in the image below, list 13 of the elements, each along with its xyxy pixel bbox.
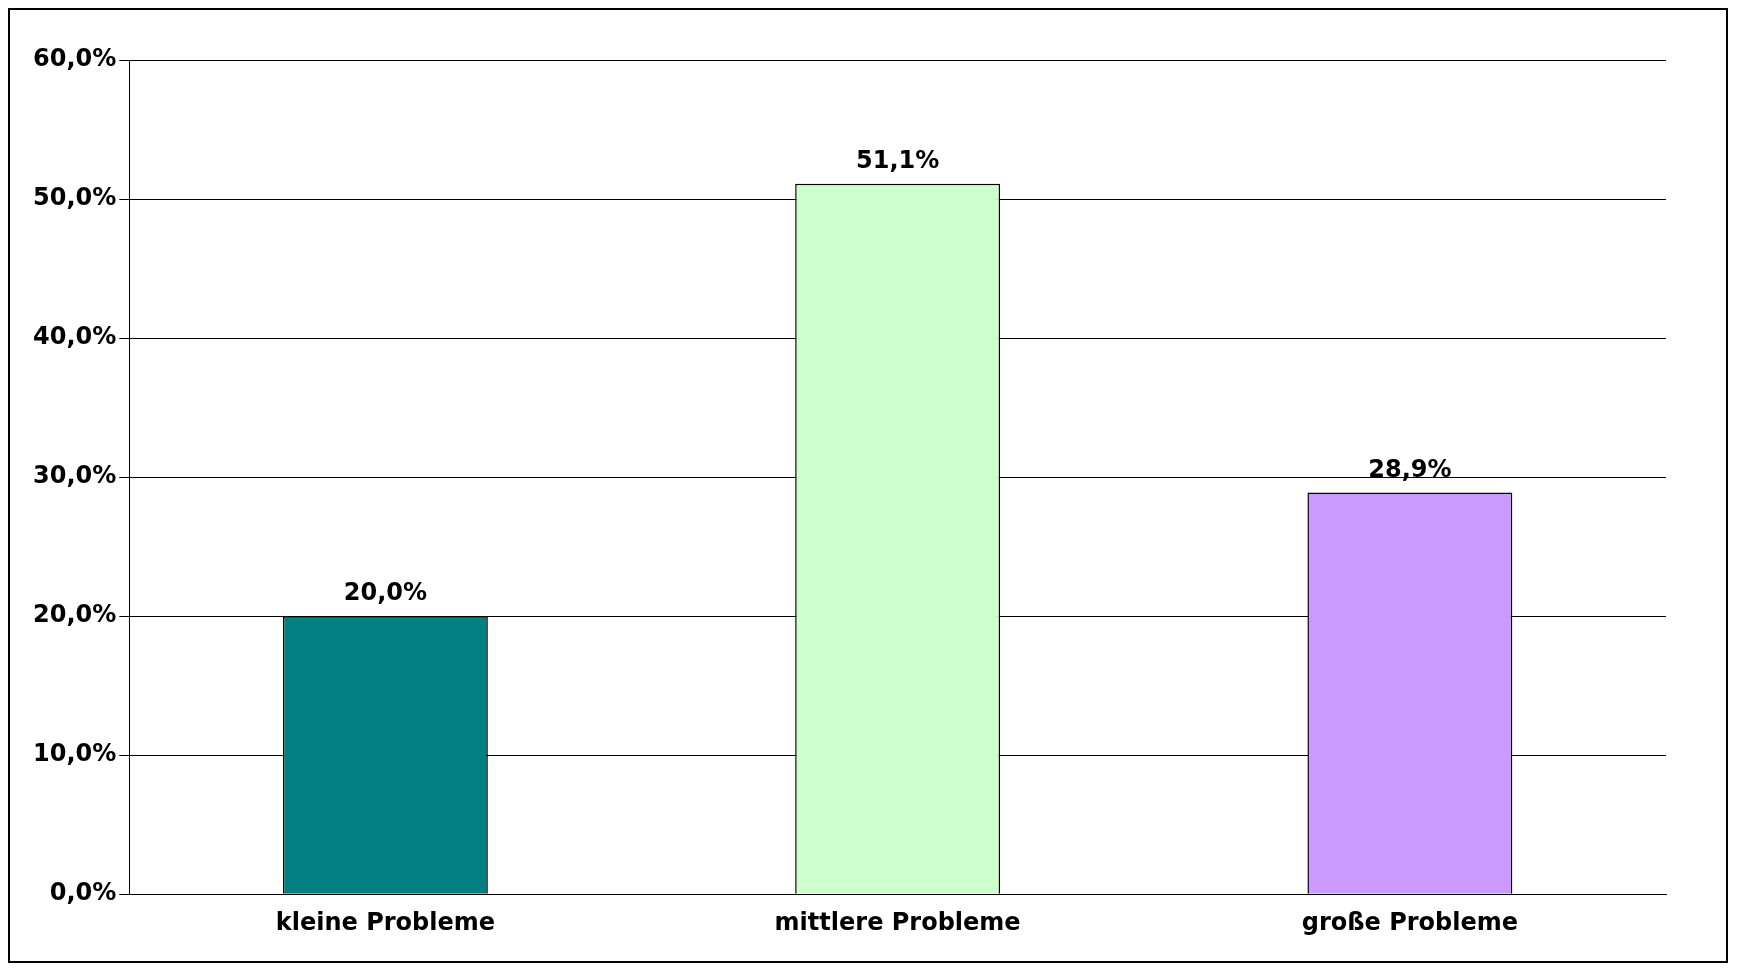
- y-tick-label: 60,0%: [33, 44, 117, 73]
- y-tick-label: 50,0%: [33, 183, 117, 212]
- y-tick-label: 20,0%: [33, 600, 117, 629]
- data-label: 51,1%: [856, 145, 940, 174]
- data-label: 28,9%: [1368, 454, 1452, 483]
- x-tick-label: kleine Probleme: [275, 907, 496, 936]
- x-tick-label: mittlere Probleme: [774, 907, 1021, 936]
- y-tick-label: 0,0%: [49, 878, 117, 907]
- x-tick-label: große Probleme: [1301, 907, 1519, 936]
- y-tick-label: 40,0%: [33, 322, 117, 351]
- y-tick-label: 30,0%: [33, 461, 117, 490]
- y-tick-label: 10,0%: [33, 739, 117, 768]
- data-label: 20,0%: [343, 578, 428, 607]
